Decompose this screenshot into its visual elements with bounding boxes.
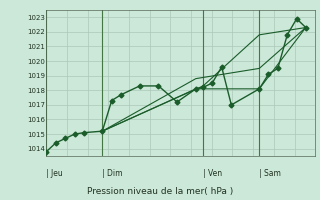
Text: | Dim: | Dim: [102, 169, 123, 178]
Text: | Ven: | Ven: [203, 169, 222, 178]
Text: | Jeu: | Jeu: [46, 169, 63, 178]
Text: Pression niveau de la mer( hPa ): Pression niveau de la mer( hPa ): [87, 187, 233, 196]
Text: | Sam: | Sam: [259, 169, 281, 178]
